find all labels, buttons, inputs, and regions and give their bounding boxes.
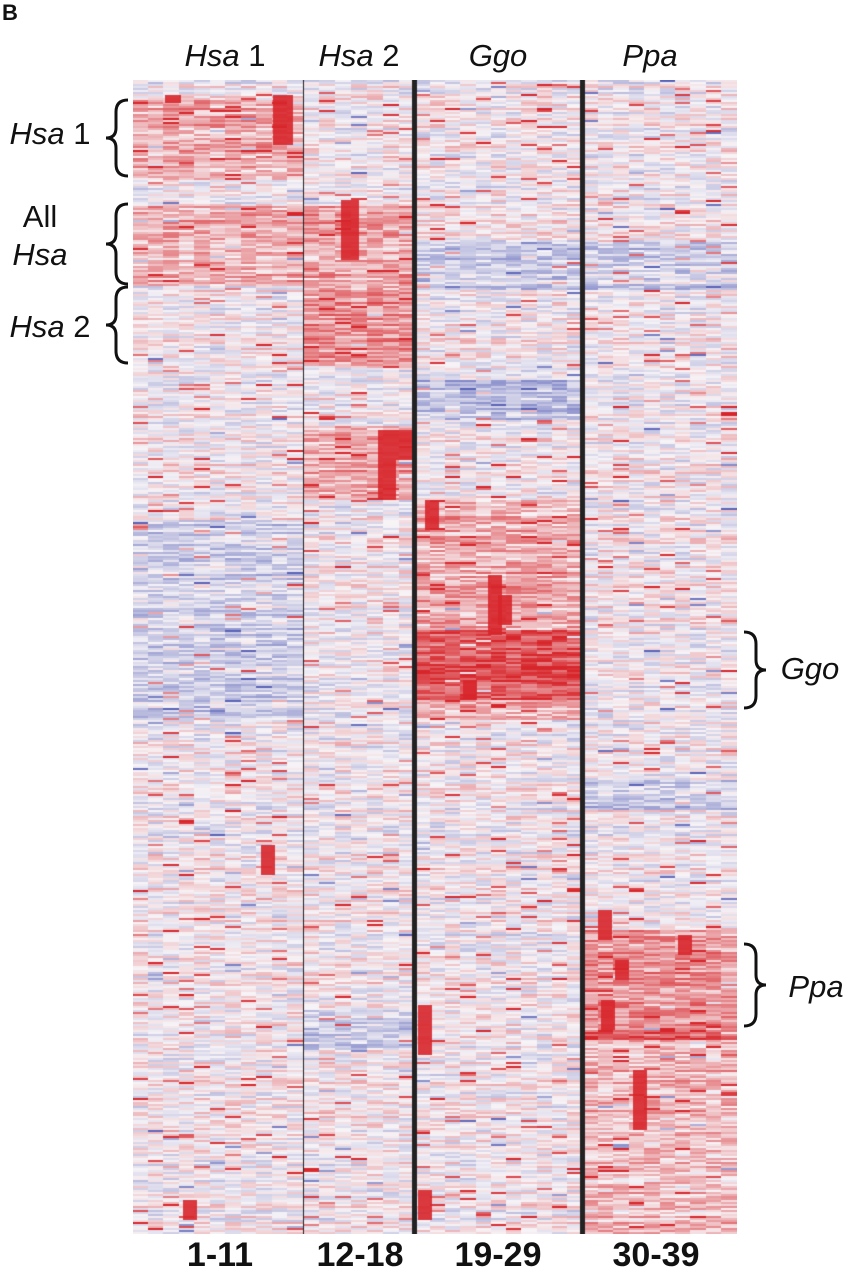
column-label-hsa1: Hsa 1 (184, 38, 266, 73)
row-label-hsa1: Hsa 1 (9, 116, 91, 151)
row-label-hsa2: Hsa 2 (9, 309, 91, 344)
row-label-all-hsa: All Hsa (12, 199, 68, 272)
panel-letter: B (2, 0, 18, 25)
row-label-ppa: Ppa (788, 969, 844, 1004)
left-brace-hsa1 (105, 98, 129, 178)
sample-range-19-29: 19-29 (454, 1236, 542, 1274)
column-label-ppa: Ppa (622, 38, 678, 73)
column-label-ggo: Ggo (468, 38, 528, 73)
sample-range-30-39: 30-39 (612, 1236, 700, 1274)
expression-heatmap (133, 80, 737, 1234)
sample-range-1-11: 1-11 (186, 1236, 254, 1274)
right-brace-ggo (743, 630, 767, 710)
sample-range-12-18: 12-18 (316, 1236, 404, 1274)
row-label-ggo: Ggo (780, 651, 840, 686)
left-brace-all-hsa (105, 202, 129, 286)
right-brace-ppa (743, 942, 767, 1028)
column-label-hsa2: Hsa 2 (318, 38, 400, 73)
left-brace-hsa2 (105, 285, 129, 365)
